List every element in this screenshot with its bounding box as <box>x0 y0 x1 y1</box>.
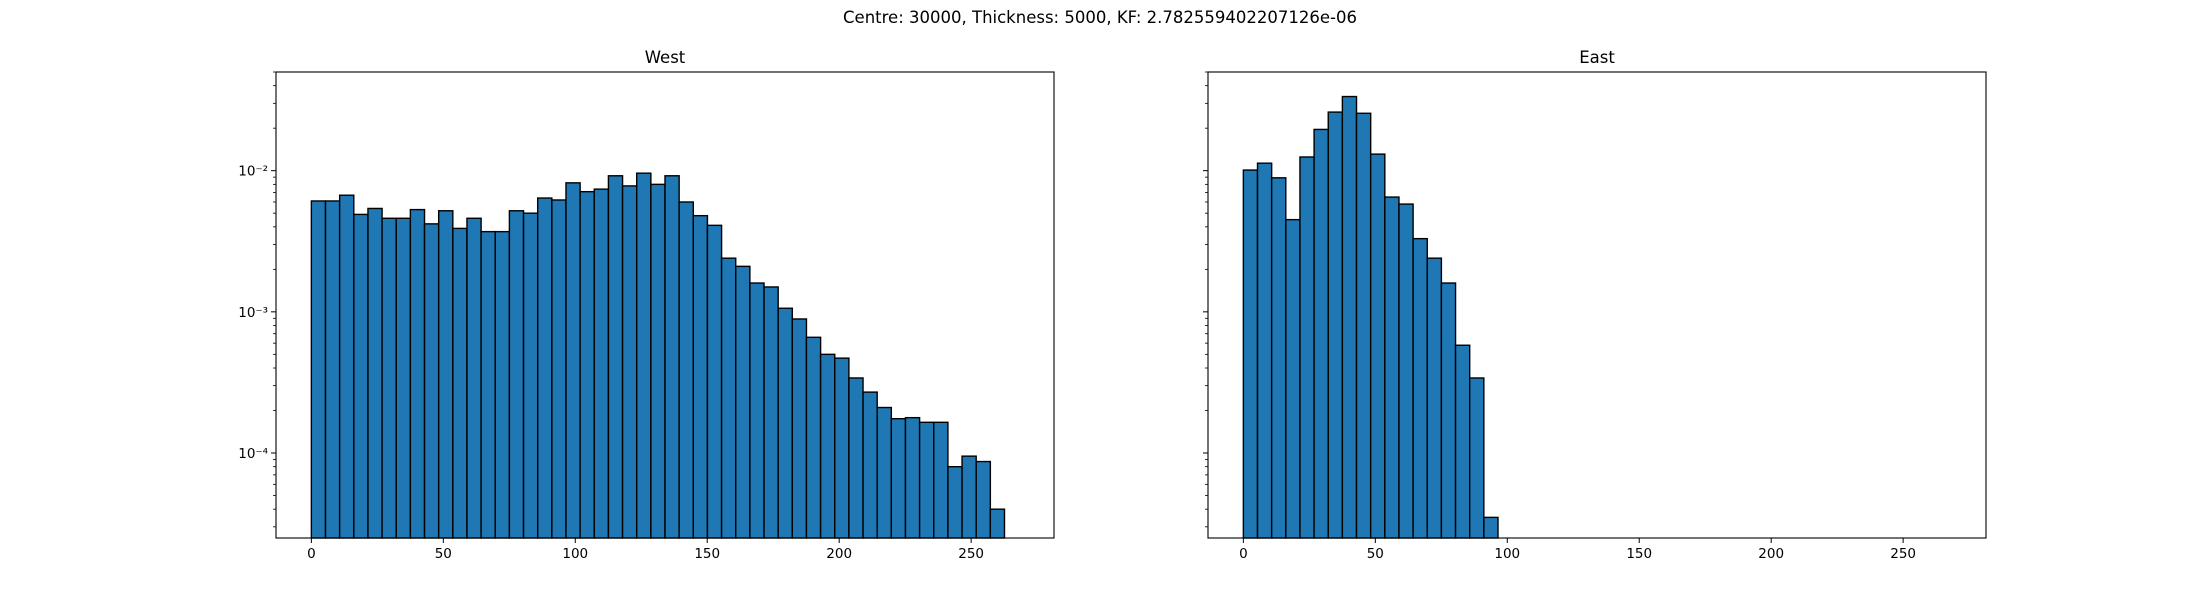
west-ytick-label-0-001: 10⁻³ <box>238 305 268 321</box>
east-xtick-label-100: 100 <box>1494 546 1520 562</box>
west-bar-41 <box>890 418 907 539</box>
west-xtick-label-50: 50 <box>435 546 452 562</box>
west-bar-20 <box>593 188 610 539</box>
figure-suptitle: Centre: 30000, Thickness: 5000, KF: 2.78… <box>843 8 1357 27</box>
west-bar-46 <box>961 455 977 539</box>
west-bar-13 <box>494 230 511 539</box>
west-bar-48 <box>989 508 1006 539</box>
west-bar-37 <box>834 357 850 539</box>
west-bar-17 <box>551 199 567 539</box>
west-bar-15 <box>522 212 539 539</box>
west-bar-3 <box>353 213 369 539</box>
west-bar-14 <box>508 210 525 539</box>
east-bar-14 <box>1440 282 1457 539</box>
east-bar-5 <box>1313 128 1329 539</box>
west-bar-18 <box>565 182 581 539</box>
west-bar-43 <box>918 421 935 539</box>
west-bar-11 <box>466 217 482 539</box>
east-bar-0 <box>1242 169 1259 539</box>
west-bar-5 <box>381 217 397 539</box>
west-bar-2 <box>338 194 355 539</box>
west-bar-30 <box>735 265 751 539</box>
west-bar-29 <box>720 257 737 539</box>
west-xtick-label-150: 150 <box>694 546 720 562</box>
east-title: East <box>1579 48 1615 67</box>
west-bar-33 <box>777 307 794 539</box>
east-xtick-label-0: 0 <box>1239 546 1248 562</box>
west-bar-9 <box>437 210 454 539</box>
east-bar-8 <box>1355 112 1372 539</box>
east-panel: 0 50 100 150 200 250 East <box>1203 48 1987 562</box>
east-bar-10 <box>1384 196 1400 539</box>
west-bar-24 <box>650 183 666 539</box>
west-bar-42 <box>904 416 921 539</box>
east-bar-7 <box>1341 95 1358 539</box>
west-bar-10 <box>452 227 468 539</box>
east-bar-17 <box>1483 516 1499 539</box>
west-bar-44 <box>933 421 949 539</box>
west-bar-40 <box>876 406 893 539</box>
west-bar-39 <box>862 391 878 539</box>
west-bar-32 <box>763 286 779 539</box>
west-xtick-label-250: 250 <box>958 546 984 562</box>
east-bar-4 <box>1299 156 1315 539</box>
west-bar-31 <box>749 282 765 539</box>
west-bar-26 <box>678 201 695 539</box>
west-panel: 0 50 100 150 200 250 10⁻⁴ 10⁻³ 10⁻² West <box>238 48 1055 562</box>
west-bar-1 <box>324 200 341 539</box>
west-bar-6 <box>395 217 412 539</box>
east-bar-12 <box>1412 237 1428 539</box>
east-axes-frame <box>1207 71 1987 539</box>
west-bar-7 <box>409 208 426 539</box>
west-axes-frame <box>275 71 1055 539</box>
west-bar-38 <box>848 377 864 539</box>
east-bar-13 <box>1426 257 1443 539</box>
west-bar-0 <box>310 200 327 539</box>
west-bar-23 <box>636 172 652 539</box>
east-xtick-label-250: 250 <box>1890 546 1916 562</box>
west-bar-47 <box>975 460 992 539</box>
west-title: West <box>645 48 686 67</box>
west-bar-34 <box>791 318 808 539</box>
east-bar-3 <box>1285 218 1301 539</box>
east-bar-16 <box>1468 377 1485 539</box>
west-xtick-label-200: 200 <box>826 546 852 562</box>
west-xtick-label-0: 0 <box>307 546 316 562</box>
west-bar-28 <box>706 224 723 539</box>
east-xtick-label-50: 50 <box>1367 546 1384 562</box>
west-bar-12 <box>480 230 496 539</box>
east-bar-15 <box>1454 344 1471 539</box>
west-bar-27 <box>692 214 709 539</box>
west-bar-36 <box>819 353 836 539</box>
west-bar-35 <box>805 336 822 539</box>
east-xtick-label-200: 200 <box>1758 546 1784 562</box>
west-ytick-label-0-01: 10⁻² <box>238 164 268 180</box>
west-bar-4 <box>367 207 383 539</box>
east-xtick-label-150: 150 <box>1626 546 1652 562</box>
east-bar-11 <box>1398 203 1414 539</box>
west-bar-25 <box>664 175 680 539</box>
west-ytick-label-0-0001: 10⁻⁴ <box>238 446 268 462</box>
west-bar-16 <box>536 197 553 539</box>
east-bar-6 <box>1327 111 1344 539</box>
west-bar-45 <box>947 465 963 539</box>
west-xtick-label-100: 100 <box>562 546 588 562</box>
east-bar-9 <box>1369 153 1386 539</box>
west-bar-22 <box>621 185 638 539</box>
west-bar-21 <box>607 175 624 539</box>
east-bar-2 <box>1270 177 1287 539</box>
west-bar-19 <box>579 190 595 539</box>
west-bar-8 <box>423 223 440 539</box>
east-bar-1 <box>1256 162 1273 539</box>
